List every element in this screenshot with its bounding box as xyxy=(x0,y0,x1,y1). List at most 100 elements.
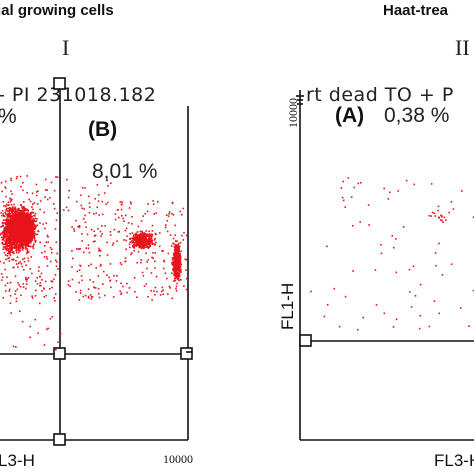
event-dot xyxy=(23,211,25,213)
event-dot xyxy=(21,265,23,268)
event-dot xyxy=(5,228,8,230)
event-dot xyxy=(177,255,179,257)
event-dot xyxy=(395,238,397,240)
event-dot xyxy=(71,278,74,281)
event-dot xyxy=(116,209,119,211)
event-dot xyxy=(106,201,109,204)
event-dot xyxy=(176,274,179,277)
event-dot xyxy=(21,209,23,212)
event-dot xyxy=(173,256,176,259)
event-dot xyxy=(128,243,131,246)
event-dot xyxy=(11,193,13,195)
event-dot xyxy=(17,246,19,249)
event-dot xyxy=(342,199,345,202)
event-dot xyxy=(17,245,20,248)
event-dot xyxy=(178,270,180,272)
event-dot xyxy=(10,214,13,217)
event-dot xyxy=(441,274,444,276)
event-dot xyxy=(15,249,17,252)
event-dot xyxy=(21,217,24,220)
panel-1-gate-handle-center[interactable] xyxy=(53,347,66,360)
event-dot xyxy=(34,215,36,217)
panel-1-gate-handle-top[interactable] xyxy=(53,77,66,90)
event-dot xyxy=(0,232,2,235)
event-dot xyxy=(14,236,16,238)
event-dot xyxy=(17,221,19,223)
event-dot xyxy=(32,208,34,211)
event-dot xyxy=(152,203,155,205)
event-dot xyxy=(5,248,7,251)
event-dot xyxy=(106,254,109,256)
event-dot xyxy=(133,247,136,249)
event-dot xyxy=(11,217,14,220)
event-dot xyxy=(35,220,38,222)
event-dot xyxy=(22,213,25,216)
event-dot xyxy=(141,233,143,236)
event-dot xyxy=(163,260,166,263)
event-dot xyxy=(26,278,29,280)
event-dot xyxy=(71,226,73,228)
event-dot xyxy=(114,213,117,215)
event-dot xyxy=(132,240,134,242)
event-dot xyxy=(20,263,23,265)
event-dot xyxy=(179,210,181,213)
event-dot xyxy=(19,247,22,250)
event-dot xyxy=(112,242,115,244)
event-dot xyxy=(353,186,356,189)
event-dot xyxy=(175,287,177,290)
event-dot xyxy=(16,256,19,258)
event-dot xyxy=(22,238,25,240)
event-dot xyxy=(33,234,35,237)
event-dot xyxy=(18,230,21,233)
event-dot xyxy=(144,240,146,243)
panel-1-quadrant-upper-left-percent: % xyxy=(0,105,17,129)
event-dot xyxy=(6,254,9,257)
event-dot xyxy=(15,215,17,218)
event-dot xyxy=(9,219,12,222)
event-dot xyxy=(28,239,31,242)
event-dot xyxy=(67,284,70,286)
event-dot xyxy=(56,261,58,263)
event-dot xyxy=(10,190,12,193)
event-dot xyxy=(5,239,8,242)
event-dot xyxy=(112,296,115,298)
event-dot xyxy=(357,328,359,331)
panel-2-gate-handle-left[interactable] xyxy=(299,334,312,347)
event-dot xyxy=(8,241,10,244)
event-dot xyxy=(98,214,100,216)
event-dot xyxy=(5,242,8,244)
event-dot xyxy=(25,213,28,216)
event-dot xyxy=(148,233,150,236)
event-dot xyxy=(177,273,179,275)
event-dot xyxy=(128,287,131,289)
event-dot xyxy=(146,261,148,263)
event-dot xyxy=(24,236,27,238)
event-dot xyxy=(45,189,47,191)
event-dot xyxy=(94,234,97,237)
event-dot xyxy=(47,327,49,330)
panel-1-gate-handle-bottom[interactable] xyxy=(53,433,66,446)
panel-1-events xyxy=(0,175,188,351)
event-dot xyxy=(151,299,153,301)
event-dot xyxy=(125,248,127,251)
event-dot xyxy=(67,196,70,199)
event-dot xyxy=(7,222,9,225)
event-dot xyxy=(34,220,36,223)
event-dot xyxy=(171,261,173,264)
panel-1-axes xyxy=(0,77,193,446)
event-dot xyxy=(8,204,10,206)
event-dot xyxy=(9,237,12,239)
event-dot xyxy=(21,238,23,240)
event-dot xyxy=(50,248,53,251)
event-dot xyxy=(10,235,12,238)
event-dot xyxy=(118,230,120,233)
event-dot xyxy=(437,205,440,208)
panel-1-gate-handle-right[interactable] xyxy=(180,347,193,360)
event-dot xyxy=(12,210,15,213)
event-dot xyxy=(23,217,25,219)
event-dot xyxy=(408,268,411,271)
event-dot xyxy=(89,294,92,296)
event-dot xyxy=(144,244,146,247)
event-dot xyxy=(18,284,20,286)
event-dot xyxy=(55,241,58,243)
